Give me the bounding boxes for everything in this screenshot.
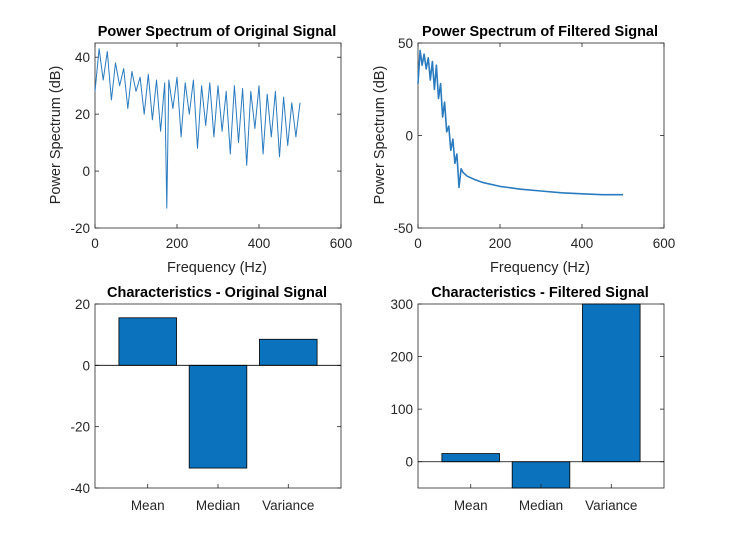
series-line [94,48,301,209]
x-tick-label: Mean [131,498,165,513]
y-tick-label: -40 [70,481,90,496]
y-tick-label: 100 [390,402,413,417]
subplot-original-characteristics: Characteristics - Original Signal -40 -20… [70,285,342,513]
y-tick-label: -20 [70,420,90,435]
subplot-filtered-spectrum-title: Power Spectrum of Filtered Signal [422,24,658,40]
y-tick-label: 200 [390,350,413,365]
y-tick-label: 20 [75,297,90,312]
x-tick-label: Variance [262,498,314,513]
y-tick-label: 0 [82,358,90,373]
axes-frame [94,42,342,229]
bar-mean [441,453,500,463]
y-tick-label: 300 [390,297,413,312]
axes-frame [417,42,665,229]
bar-mean [118,317,177,366]
subplot-original-spectrum-ylabel: Power Spectrum (dB) [48,66,64,205]
subplot-filtered-characteristics-title: Characteristics - Filtered Signal [431,285,649,301]
y-tick-label: 0 [405,129,413,144]
x-tick-label: Median [519,498,563,513]
bar-variance [259,338,318,366]
bar-variance [582,303,641,463]
y-tick-label: 40 [75,50,90,65]
subplot-filtered-characteristics: Characteristics - Filtered Signal 0 100 20… [390,285,665,513]
x-tick-label: 400 [248,236,271,251]
x-tick-label: 0 [91,236,99,251]
subplot-filtered-spectrum-ylabel: Power Spectrum (dB) [372,66,388,205]
x-tick-label: Median [196,498,240,513]
y-tick-label: -50 [393,221,413,236]
subplot-original-spectrum-title: Power Spectrum of Original Signal [98,24,337,40]
y-tick-label: 0 [405,455,413,470]
subplot-original-spectrum-xlabel: Frequency (Hz) [167,260,267,276]
y-tick-label: 20 [75,107,90,122]
x-tick-label: Mean [454,498,488,513]
series-line [417,49,623,196]
y-tick-label: 50 [398,36,413,51]
x-tick-label: 400 [571,236,594,251]
subplot-original-spectrum: Power Spectrum of Original Signal Freque… [48,24,352,276]
x-tick-label: 600 [653,236,676,251]
x-tick-label: 0 [414,236,422,251]
x-tick-label: 200 [489,236,512,251]
x-tick-label: Variance [585,498,637,513]
subplot-original-characteristics-title: Characteristics - Original Signal [107,285,327,301]
subplot-filtered-spectrum-xlabel: Frequency (Hz) [490,260,590,276]
y-tick-label: -20 [70,221,90,236]
x-tick-label: 600 [330,236,353,251]
subplot-filtered-spectrum: Power Spectrum of Filtered Signal Freque… [372,24,675,276]
x-tick-label: 200 [166,236,189,251]
bar-median [188,364,248,469]
y-tick-label: 0 [82,164,90,179]
